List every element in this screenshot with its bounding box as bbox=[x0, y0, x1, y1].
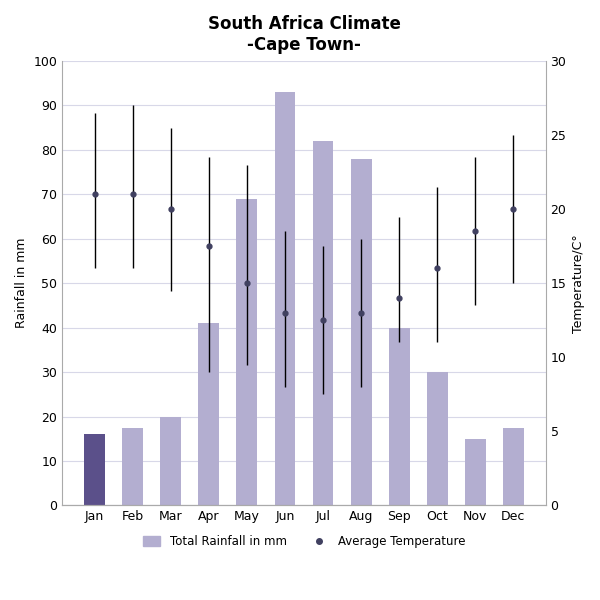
Bar bbox=[160, 416, 181, 505]
Bar bbox=[275, 92, 295, 505]
Bar bbox=[199, 323, 220, 505]
Legend: Total Rainfall in mm, Average Temperature: Total Rainfall in mm, Average Temperatur… bbox=[138, 530, 470, 553]
Y-axis label: Temperature/C°: Temperature/C° bbox=[572, 234, 585, 332]
Bar bbox=[84, 434, 105, 505]
Bar bbox=[313, 141, 334, 505]
Bar bbox=[503, 428, 524, 505]
Bar bbox=[236, 199, 257, 505]
Y-axis label: Rainfall in mm: Rainfall in mm bbox=[15, 238, 28, 328]
Bar bbox=[350, 159, 371, 505]
Bar bbox=[427, 372, 448, 505]
Bar bbox=[122, 428, 143, 505]
Title: South Africa Climate
-Cape Town-: South Africa Climate -Cape Town- bbox=[208, 15, 400, 54]
Bar bbox=[465, 439, 485, 505]
Bar bbox=[389, 328, 410, 505]
